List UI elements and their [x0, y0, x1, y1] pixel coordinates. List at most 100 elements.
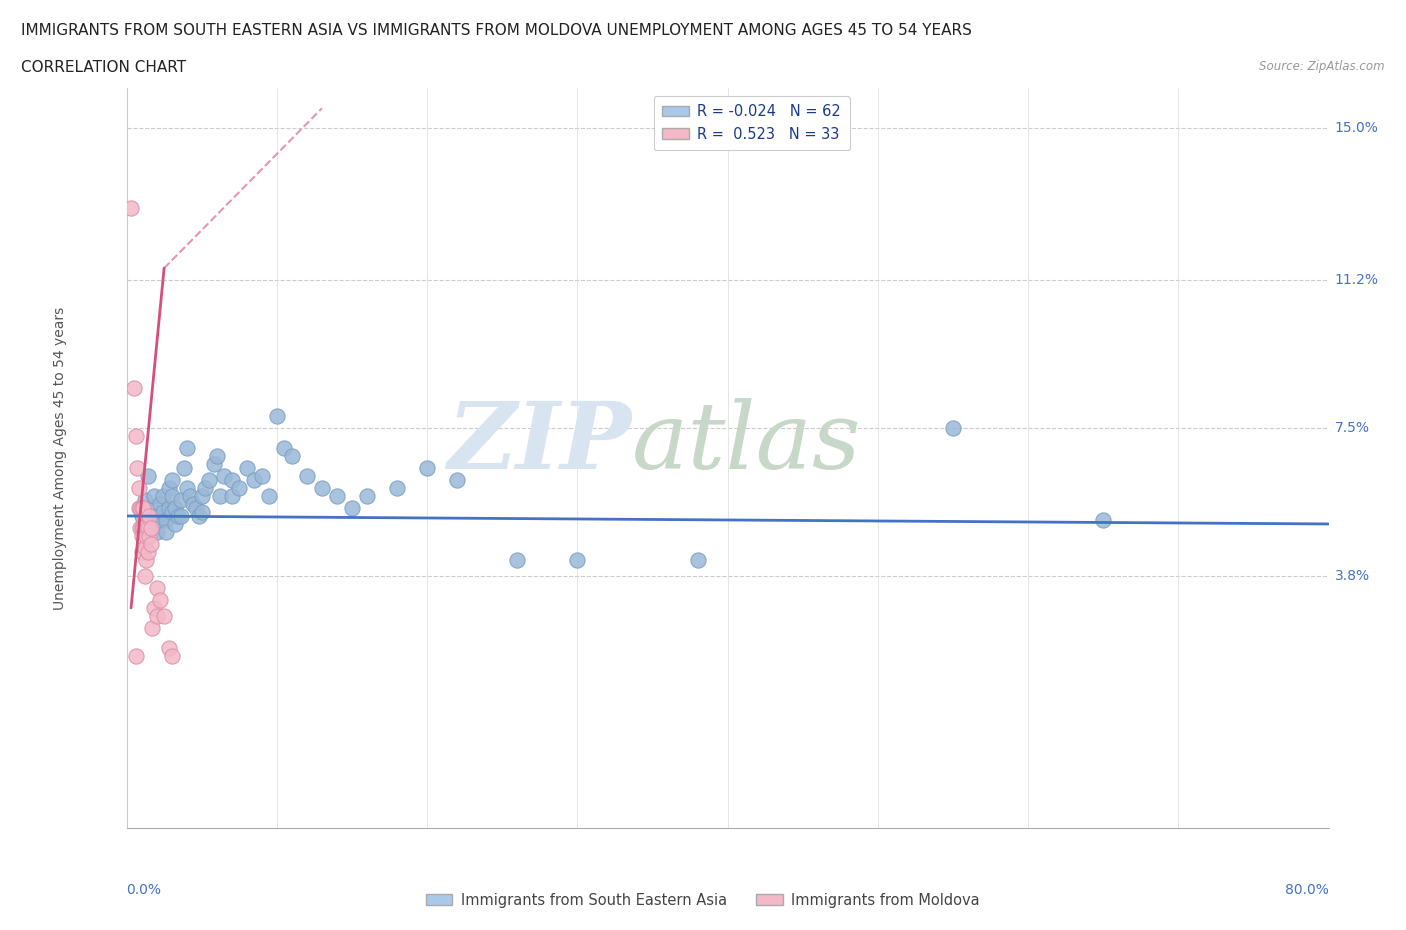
Point: [160, 505, 183, 520]
Point: [129, 521, 152, 536]
Point: [157, 641, 180, 656]
Point: [122, 380, 145, 395]
Point: [157, 500, 180, 515]
Point: [142, 601, 165, 616]
Text: 3.8%: 3.8%: [1334, 569, 1369, 583]
Point: [145, 509, 167, 524]
Point: [208, 488, 231, 503]
Point: [128, 481, 150, 496]
Point: [120, 201, 142, 216]
Point: [281, 448, 304, 463]
Point: [145, 525, 167, 539]
Point: [187, 509, 209, 524]
Point: [135, 552, 157, 567]
Point: [686, 552, 709, 567]
Point: [235, 460, 259, 475]
Point: [136, 469, 159, 484]
Point: [145, 580, 167, 595]
Point: [138, 509, 160, 524]
Point: [160, 472, 183, 487]
Point: [163, 516, 186, 531]
Point: [124, 648, 146, 663]
Point: [266, 408, 288, 423]
Point: [356, 488, 378, 503]
Point: [131, 509, 153, 524]
Text: Unemployment Among Ages 45 to 54 years: Unemployment Among Ages 45 to 54 years: [53, 306, 67, 610]
Point: [184, 500, 207, 515]
Point: [131, 544, 153, 559]
Point: [340, 500, 363, 515]
Point: [202, 457, 225, 472]
Point: [166, 509, 188, 524]
Point: [136, 544, 159, 559]
Point: [169, 493, 191, 508]
Point: [221, 472, 243, 487]
Point: [190, 488, 212, 503]
Text: ZIP: ZIP: [447, 398, 631, 488]
Point: [506, 552, 529, 567]
Point: [134, 568, 156, 583]
Point: [326, 488, 349, 503]
Point: [149, 497, 172, 512]
Text: 15.0%: 15.0%: [1334, 121, 1378, 135]
Point: [134, 540, 156, 555]
Point: [153, 608, 176, 623]
Text: 80.0%: 80.0%: [1285, 884, 1329, 897]
Point: [163, 500, 186, 515]
Point: [250, 469, 273, 484]
Point: [136, 521, 159, 536]
Point: [259, 488, 281, 503]
Point: [149, 512, 172, 527]
Point: [139, 500, 162, 515]
Point: [273, 441, 295, 456]
Point: [295, 469, 318, 484]
Point: [179, 488, 201, 503]
Point: [190, 505, 212, 520]
Point: [212, 469, 235, 484]
Point: [141, 620, 163, 635]
Point: [138, 528, 160, 543]
Point: [221, 488, 243, 503]
Point: [152, 488, 174, 503]
Point: [198, 472, 221, 487]
Point: [152, 505, 174, 520]
Point: [131, 500, 153, 515]
Point: [942, 420, 965, 435]
Point: [385, 481, 408, 496]
Point: [132, 521, 155, 536]
Legend: Immigrants from South Eastern Asia, Immigrants from Moldova: Immigrants from South Eastern Asia, Immi…: [420, 886, 986, 913]
Point: [142, 488, 165, 503]
Text: CORRELATION CHART: CORRELATION CHART: [21, 60, 186, 75]
Text: 0.0%: 0.0%: [127, 884, 162, 897]
Point: [131, 528, 153, 543]
Point: [194, 481, 217, 496]
Point: [567, 552, 589, 567]
Point: [243, 472, 266, 487]
Point: [134, 493, 156, 508]
Text: Source: ZipAtlas.com: Source: ZipAtlas.com: [1260, 60, 1385, 73]
Point: [129, 500, 152, 515]
Point: [169, 509, 191, 524]
Point: [228, 481, 250, 496]
Point: [124, 429, 146, 444]
Point: [205, 448, 228, 463]
Point: [1092, 512, 1115, 527]
Text: 11.2%: 11.2%: [1334, 273, 1379, 287]
Point: [160, 488, 183, 503]
Point: [132, 500, 155, 515]
Point: [135, 528, 157, 543]
Point: [181, 497, 204, 512]
Point: [155, 512, 177, 527]
Point: [173, 460, 195, 475]
Point: [176, 441, 198, 456]
Point: [139, 537, 162, 551]
Point: [311, 481, 333, 496]
Point: [155, 525, 177, 539]
Point: [446, 472, 468, 487]
Point: [176, 481, 198, 496]
Point: [149, 592, 172, 607]
Point: [125, 460, 148, 475]
Point: [416, 460, 439, 475]
Text: 7.5%: 7.5%: [1334, 421, 1369, 435]
Point: [131, 521, 153, 536]
